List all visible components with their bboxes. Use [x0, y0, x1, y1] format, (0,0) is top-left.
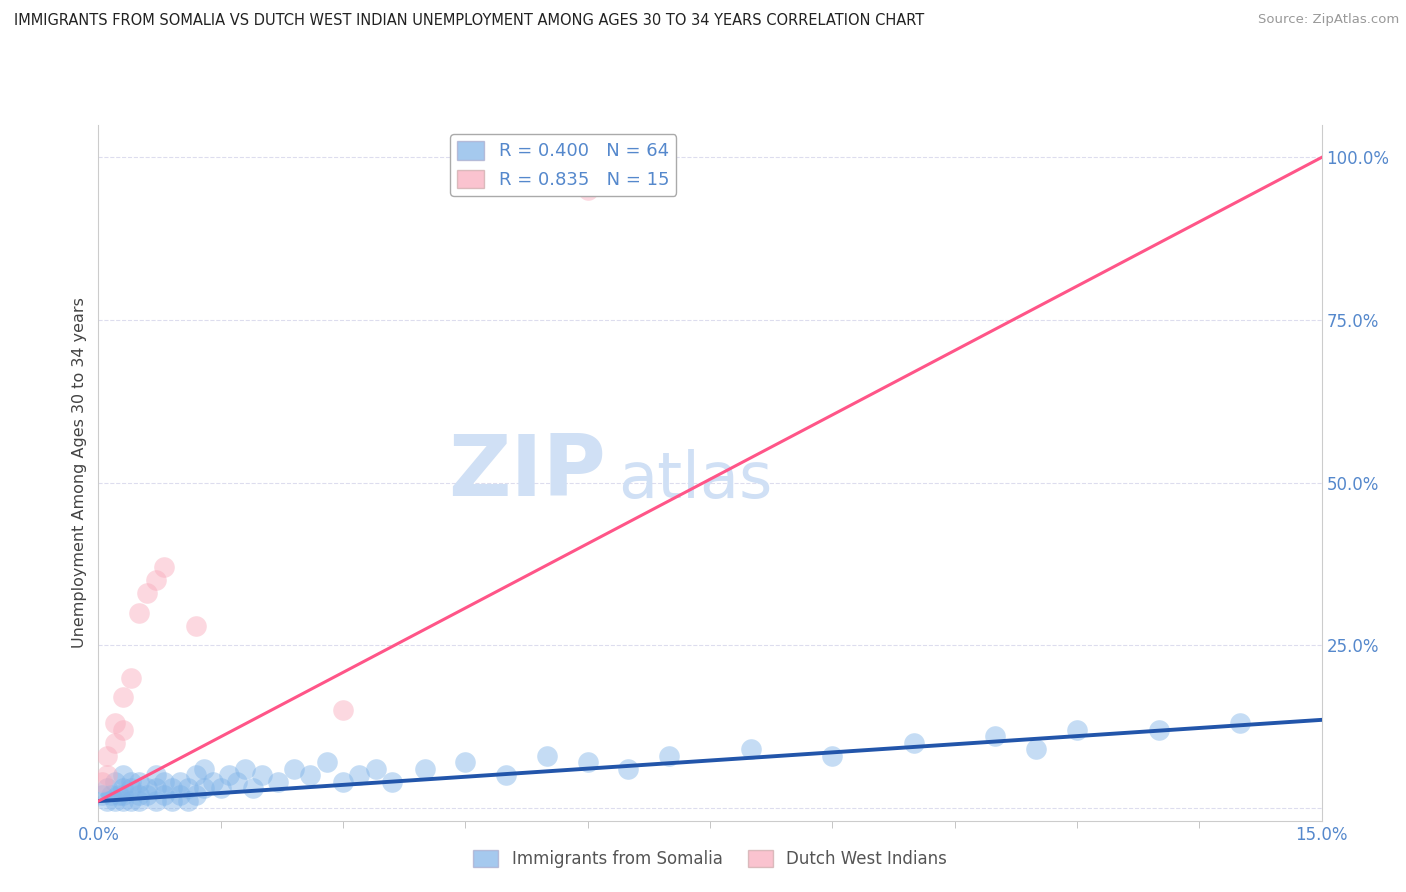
Point	[283, 762, 305, 776]
Point	[104, 716, 127, 731]
Point	[1025, 742, 1047, 756]
Point	[169, 774, 191, 789]
Point	[177, 781, 200, 796]
Point	[201, 774, 224, 789]
Point	[145, 768, 167, 782]
Text: ZIP: ZIP	[449, 431, 606, 515]
Point	[413, 762, 436, 776]
Point	[1229, 716, 1251, 731]
Point	[96, 748, 118, 763]
Point	[120, 774, 142, 789]
Point	[145, 573, 167, 587]
Point	[136, 788, 159, 802]
Point	[617, 762, 640, 776]
Point	[454, 755, 477, 769]
Point	[145, 781, 167, 796]
Point	[111, 781, 134, 796]
Point	[91, 788, 114, 802]
Text: IMMIGRANTS FROM SOMALIA VS DUTCH WEST INDIAN UNEMPLOYMENT AMONG AGES 30 TO 34 YE: IMMIGRANTS FROM SOMALIA VS DUTCH WEST IN…	[14, 13, 924, 29]
Point	[104, 794, 127, 808]
Point	[160, 781, 183, 796]
Point	[128, 774, 150, 789]
Point	[226, 774, 249, 789]
Text: atlas: atlas	[619, 449, 773, 511]
Point	[96, 768, 118, 782]
Point	[128, 794, 150, 808]
Point	[495, 768, 517, 782]
Point	[169, 788, 191, 802]
Point	[250, 768, 273, 782]
Point	[186, 768, 208, 782]
Point	[740, 742, 762, 756]
Point	[152, 774, 174, 789]
Point	[152, 560, 174, 574]
Point	[576, 183, 599, 197]
Text: Source: ZipAtlas.com: Source: ZipAtlas.com	[1258, 13, 1399, 27]
Point	[364, 762, 387, 776]
Point	[903, 736, 925, 750]
Point	[96, 781, 118, 796]
Point	[315, 755, 337, 769]
Point	[108, 788, 131, 802]
Point	[111, 690, 134, 704]
Point	[658, 748, 681, 763]
Point	[136, 586, 159, 600]
Point	[218, 768, 240, 782]
Point	[536, 748, 558, 763]
Point	[152, 788, 174, 802]
Point	[104, 774, 127, 789]
Point	[91, 774, 114, 789]
Point	[984, 729, 1007, 743]
Point	[299, 768, 322, 782]
Point	[100, 788, 122, 802]
Point	[186, 788, 208, 802]
Point	[111, 723, 134, 737]
Point	[111, 768, 134, 782]
Point	[96, 794, 118, 808]
Point	[120, 794, 142, 808]
Legend: Immigrants from Somalia, Dutch West Indians: Immigrants from Somalia, Dutch West Indi…	[467, 844, 953, 875]
Point	[186, 618, 208, 632]
Point	[209, 781, 232, 796]
Point	[136, 781, 159, 796]
Y-axis label: Unemployment Among Ages 30 to 34 years: Unemployment Among Ages 30 to 34 years	[72, 297, 87, 648]
Point	[177, 794, 200, 808]
Point	[332, 774, 354, 789]
Point	[242, 781, 264, 796]
Point	[381, 774, 404, 789]
Point	[104, 736, 127, 750]
Point	[821, 748, 844, 763]
Point	[111, 788, 134, 802]
Point	[349, 768, 371, 782]
Point	[145, 794, 167, 808]
Point	[233, 762, 256, 776]
Point	[576, 755, 599, 769]
Point	[1066, 723, 1088, 737]
Point	[160, 794, 183, 808]
Point	[120, 781, 142, 796]
Point	[128, 606, 150, 620]
Point	[193, 781, 215, 796]
Point	[332, 703, 354, 717]
Point	[128, 788, 150, 802]
Point	[267, 774, 290, 789]
Point	[1147, 723, 1170, 737]
Point	[193, 762, 215, 776]
Point	[111, 794, 134, 808]
Point	[120, 671, 142, 685]
